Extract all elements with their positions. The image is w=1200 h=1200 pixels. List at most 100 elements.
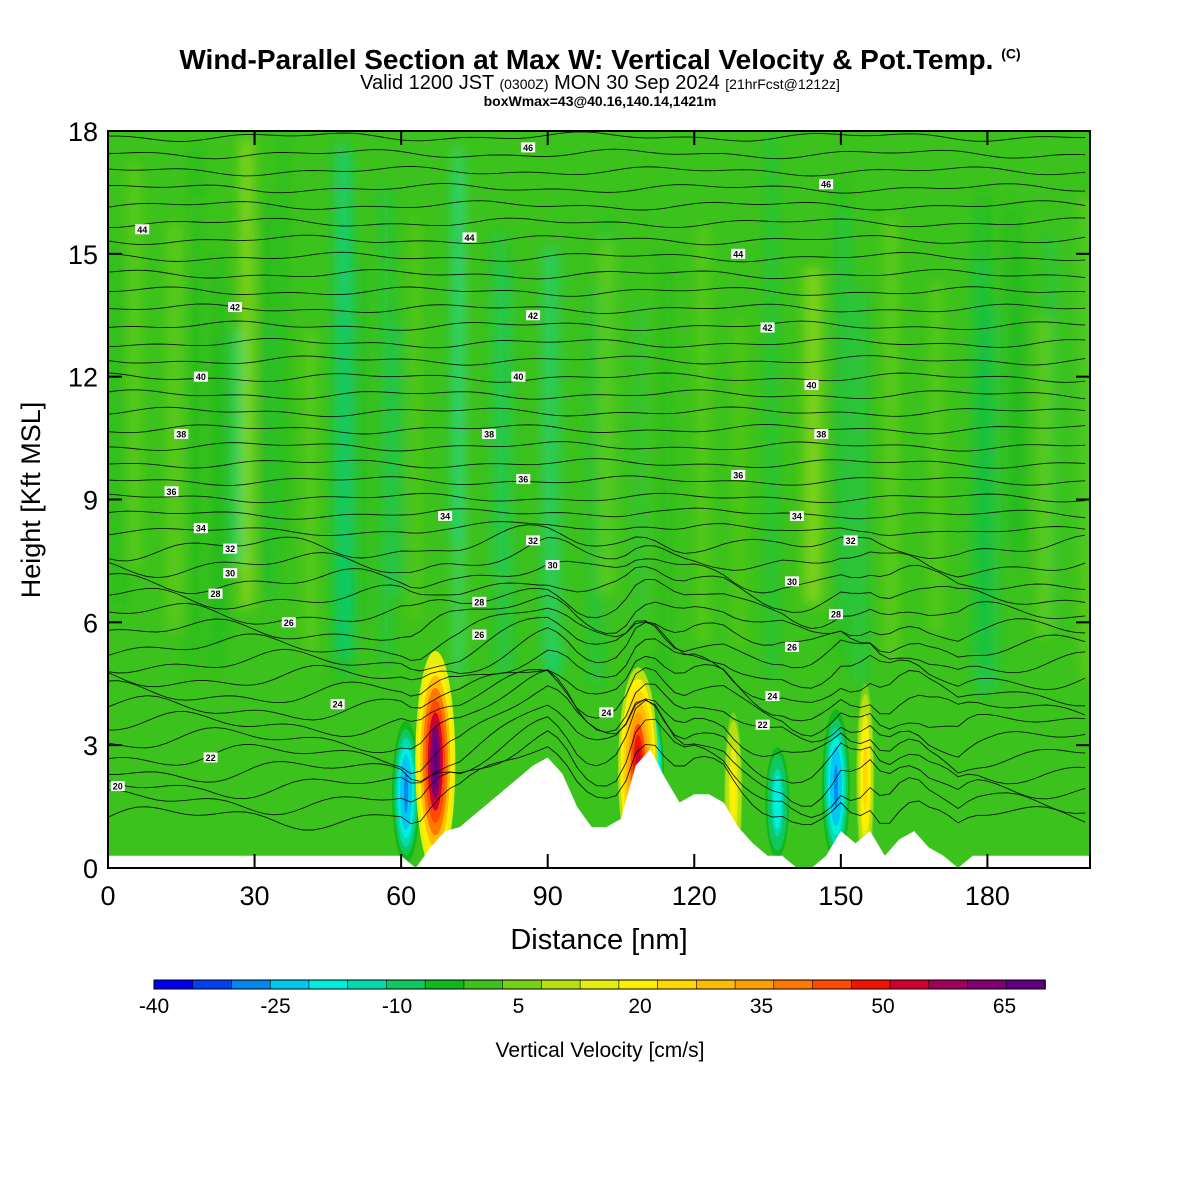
valid-zulu: (0300Z) bbox=[499, 76, 549, 92]
theta-contour bbox=[108, 268, 1086, 280]
colorbar-swatch bbox=[696, 979, 736, 990]
theta-label-box bbox=[516, 474, 531, 485]
theta-label: 26 bbox=[784, 641, 799, 652]
theta-label-box bbox=[110, 781, 125, 792]
theta-contour bbox=[108, 183, 1086, 194]
theta-label-box bbox=[804, 379, 819, 390]
theta-label-box bbox=[599, 707, 614, 718]
colorbar-swatch bbox=[579, 979, 620, 990]
downdraft-cell bbox=[404, 771, 409, 813]
theta-contour bbox=[108, 320, 1086, 332]
theta-contour bbox=[108, 165, 1086, 177]
theta-contour bbox=[108, 607, 1086, 661]
theta-label: 20 bbox=[110, 781, 125, 792]
x-tick-label: 0 bbox=[100, 881, 115, 911]
theta-label: 30 bbox=[545, 560, 560, 571]
velocity-streak bbox=[281, 137, 286, 551]
velocity-streak bbox=[1036, 318, 1053, 637]
theta-contour bbox=[108, 423, 1086, 435]
velocity-streak bbox=[804, 267, 822, 605]
velocity-streak bbox=[304, 331, 316, 653]
velocity-streak bbox=[496, 265, 512, 676]
theta-label: 42 bbox=[526, 310, 541, 321]
theta-contour bbox=[108, 217, 1086, 229]
theta-label-text: 46 bbox=[821, 180, 831, 190]
theta-label: 28 bbox=[472, 596, 487, 607]
theta-contour bbox=[108, 507, 1086, 520]
theta-contour bbox=[108, 441, 1086, 452]
theta-label-text: 24 bbox=[601, 708, 611, 718]
theta-label: 30 bbox=[223, 568, 238, 579]
theta-label: 24 bbox=[599, 707, 614, 718]
theta-label-box bbox=[164, 486, 179, 497]
theta-label-box bbox=[135, 224, 150, 235]
velocity-streak bbox=[626, 151, 637, 685]
x-tick-label: 180 bbox=[965, 881, 1010, 911]
y-tick-label: 6 bbox=[83, 608, 98, 638]
theta-contour bbox=[108, 303, 1086, 315]
x-tick-label: 150 bbox=[818, 881, 863, 911]
theta-label: 44 bbox=[135, 224, 150, 235]
theta-label: 22 bbox=[203, 752, 218, 763]
theta-label-box bbox=[784, 576, 799, 587]
theta-contour bbox=[108, 372, 1086, 383]
theta-label: 46 bbox=[819, 179, 834, 190]
colorbar-swatch bbox=[231, 979, 272, 990]
theta-label-text: 26 bbox=[474, 630, 484, 640]
velocity-streak bbox=[381, 185, 391, 667]
theta-contour bbox=[108, 622, 1086, 691]
velocity-streak bbox=[837, 210, 850, 618]
theta-label-box bbox=[472, 596, 487, 607]
theta-label-text: 28 bbox=[474, 597, 484, 607]
theta-label-text: 26 bbox=[787, 642, 797, 652]
velocity-streak bbox=[853, 289, 867, 682]
theta-contour bbox=[108, 98, 1085, 107]
theta-contour bbox=[108, 566, 1086, 613]
colorbar-swatch bbox=[618, 979, 659, 990]
theta-contour bbox=[108, 521, 1086, 537]
theta-label-box bbox=[521, 142, 536, 153]
velocity-streak bbox=[114, 245, 124, 609]
theta-contour bbox=[108, 492, 1086, 504]
x-tick-label: 90 bbox=[533, 881, 563, 911]
box-wmax-info: boxWmax=43@40.16,140.14,1421m bbox=[483, 93, 717, 109]
colorbar-tick-label: -25 bbox=[260, 995, 290, 1018]
theta-label-box bbox=[482, 428, 497, 439]
theta-label-text: 22 bbox=[758, 720, 768, 730]
theta-label-box bbox=[193, 371, 208, 382]
chart-title: Wind-Parallel Section at Max W: Vertical… bbox=[0, 44, 1200, 76]
velocity-streak bbox=[931, 281, 942, 633]
velocity-streak bbox=[167, 222, 182, 630]
colorbar-swatch bbox=[308, 979, 349, 990]
colorbar-tick-label: 5 bbox=[513, 995, 525, 1018]
colorbar-swatch bbox=[889, 979, 930, 990]
velocity-streak bbox=[239, 138, 254, 608]
theta-label-text: 40 bbox=[807, 380, 817, 390]
theta-label: 42 bbox=[228, 302, 243, 313]
theta-label: 44 bbox=[731, 248, 746, 259]
theta-label-box bbox=[438, 510, 453, 521]
colorbar-swatch bbox=[851, 979, 891, 990]
theta-label: 42 bbox=[760, 322, 775, 333]
theta-contour bbox=[108, 406, 1086, 418]
colorbar-frame bbox=[153, 979, 1046, 990]
velocity-streak bbox=[1080, 197, 1090, 679]
theta-label: 44 bbox=[462, 232, 477, 243]
colorbar-swatch bbox=[502, 979, 543, 990]
colorbar-swatch bbox=[269, 979, 310, 990]
theta-label-text: 46 bbox=[523, 143, 533, 153]
theta-label-box bbox=[731, 248, 746, 259]
theta-label: 30 bbox=[784, 576, 799, 587]
theta-label-text: 42 bbox=[763, 323, 773, 333]
velocity-streak bbox=[767, 133, 776, 677]
theta-label-box bbox=[789, 510, 804, 521]
colorbar-swatch bbox=[773, 979, 814, 990]
theta-contour bbox=[108, 743, 1086, 831]
valid-time-line: Valid 1200 JST (0300Z) MON 30 Sep 2024 [… bbox=[0, 72, 1200, 95]
theta-label-text: 40 bbox=[196, 372, 206, 382]
velocity-streak bbox=[387, 320, 403, 597]
valid-prefix: Valid 1200 JST bbox=[360, 72, 494, 94]
velocity-streak bbox=[613, 298, 618, 641]
theta-label: 22 bbox=[755, 719, 770, 730]
colorbar-swatch bbox=[347, 979, 388, 990]
